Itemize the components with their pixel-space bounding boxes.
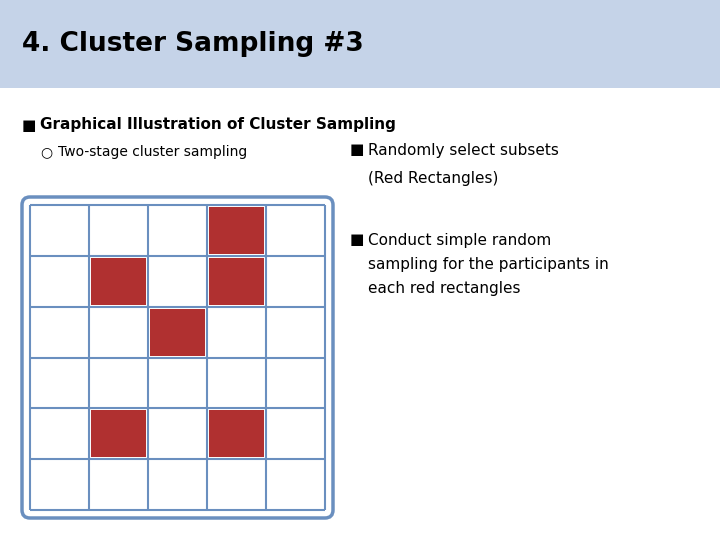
Text: (Red Rectangles): (Red Rectangles) xyxy=(368,171,498,186)
Bar xyxy=(150,309,205,355)
Bar xyxy=(91,258,146,305)
Text: Two-stage cluster sampling: Two-stage cluster sampling xyxy=(58,145,247,159)
Text: sampling for the participants in: sampling for the participants in xyxy=(368,256,608,272)
Bar xyxy=(209,258,264,305)
Bar xyxy=(209,410,264,457)
Bar xyxy=(91,410,146,457)
Text: Randomly select subsets: Randomly select subsets xyxy=(368,143,559,158)
Text: ■: ■ xyxy=(350,233,364,247)
FancyBboxPatch shape xyxy=(22,197,333,518)
Text: ○: ○ xyxy=(40,145,52,159)
Text: ■: ■ xyxy=(22,118,37,132)
Text: 4. Cluster Sampling #3: 4. Cluster Sampling #3 xyxy=(22,31,364,57)
Bar xyxy=(209,207,264,254)
Text: Graphical Illustration of Cluster Sampling: Graphical Illustration of Cluster Sampli… xyxy=(40,118,396,132)
Text: ■: ■ xyxy=(350,143,364,158)
Text: Conduct simple random: Conduct simple random xyxy=(368,233,552,247)
Bar xyxy=(0,0,720,88)
Text: each red rectangles: each red rectangles xyxy=(368,280,521,295)
